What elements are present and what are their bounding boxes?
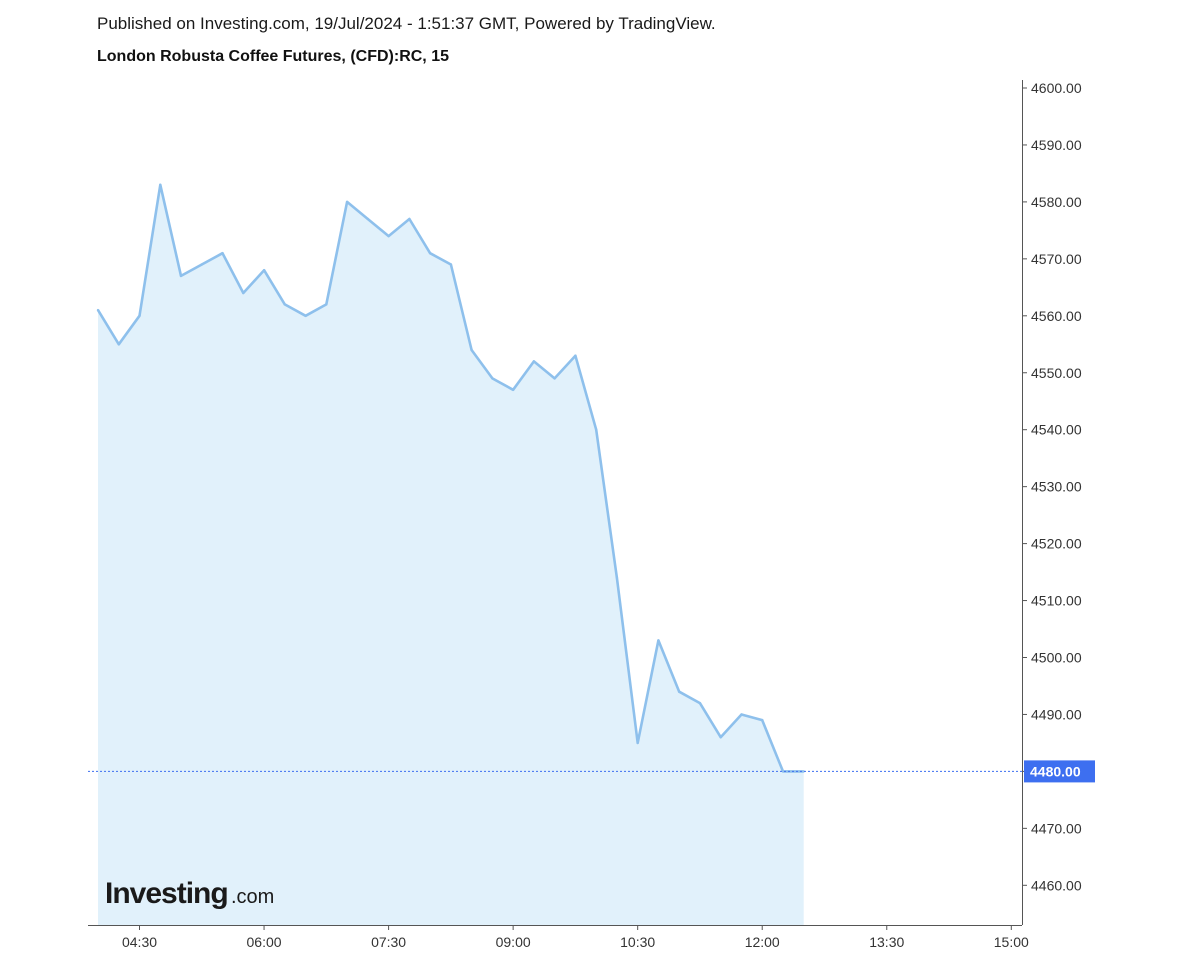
data-point-19: [491, 377, 494, 380]
y-tick-label: 4590.00: [1031, 137, 1082, 153]
data-point-25: [615, 576, 619, 579]
published-note: Published on Investing.com, 19/Jul/2024 …: [97, 14, 716, 33]
y-tick-label: 4470.00: [1031, 820, 1082, 836]
data-point-14: [387, 234, 390, 238]
logo-wordmark: Investing: [105, 877, 228, 910]
data-point-0: [96, 308, 100, 312]
y-tick-label: 4520.00: [1031, 536, 1082, 552]
y-tick-label: 4570.00: [1031, 251, 1082, 267]
data-point-6: [221, 252, 224, 255]
x-tick-label: 04:30: [122, 934, 157, 950]
y-tick-label: 4600.00: [1031, 80, 1082, 96]
data-point-34: [802, 770, 805, 773]
x-tick-label: 06:00: [247, 934, 282, 950]
data-point-2: [138, 314, 141, 317]
data-point-1: [117, 343, 121, 346]
data-point-23: [574, 354, 577, 357]
investing-logo: Investing .com: [105, 877, 274, 910]
data-point-18: [470, 348, 473, 352]
data-point-21: [532, 360, 536, 363]
y-tick-label: 4500.00: [1031, 650, 1082, 666]
data-point-13: [366, 217, 369, 221]
data-point-33: [781, 770, 785, 773]
data-point-27: [657, 639, 660, 642]
last-price-label: 4480.00: [1030, 763, 1081, 779]
data-point-26: [636, 741, 639, 745]
y-tick-label: 4560.00: [1031, 308, 1082, 324]
y-tick-label: 4530.00: [1031, 479, 1082, 495]
data-point-29: [698, 701, 702, 705]
data-point-4: [179, 274, 183, 278]
data-point-9: [283, 303, 286, 306]
y-axis[interactable]: 4460.00 4470.00 4490.00 4500.00 4510.00 4520.…: [1022, 80, 1082, 893]
price-area: [98, 184, 804, 926]
data-point-28: [678, 690, 681, 693]
data-point-10: [304, 314, 307, 317]
data-point-11: [325, 303, 328, 306]
last-price-layer: 4480.00: [88, 760, 1095, 783]
x-tick-label: 15:00: [994, 934, 1029, 950]
data-point-20: [511, 388, 515, 391]
data-point-24: [595, 428, 598, 431]
x-tick-label: 10:30: [620, 934, 655, 950]
x-tick-label: 12:00: [745, 934, 780, 950]
data-point-17: [449, 263, 453, 266]
x-tick-label: 13:30: [869, 934, 904, 950]
axis-layer: [88, 80, 1023, 926]
data-point-7: [242, 291, 245, 295]
data-point-30: [719, 736, 722, 739]
x-tick-label: 07:30: [371, 934, 406, 950]
data-point-8: [262, 269, 266, 272]
data-point-32: [761, 718, 764, 722]
y-tick-label: 4550.00: [1031, 365, 1082, 381]
data-point-31: [740, 713, 743, 716]
y-tick-label: 4580.00: [1031, 194, 1082, 210]
chart-title: London Robusta Coffee Futures, (CFD):RC,…: [97, 48, 449, 65]
x-tick-label: 09:00: [496, 934, 531, 950]
y-tick-label: 4490.00: [1031, 706, 1082, 722]
data-point-12: [345, 200, 349, 204]
last-price-badge: [1024, 760, 1095, 783]
data-point-15: [408, 217, 411, 221]
y-tick-label: 4460.00: [1031, 877, 1082, 893]
x-axis: 04:30 06:00 07:30 09:00 10:30 12:00 13:30 15:00: [122, 925, 1029, 950]
logo-suffix: .com: [231, 886, 274, 908]
area-layer: [98, 184, 804, 926]
data-point-5: [200, 263, 203, 266]
line-layer: [96, 183, 805, 773]
y-tick-label: 4540.00: [1031, 422, 1082, 438]
data-point-3: [159, 183, 162, 186]
data-point-16: [428, 252, 432, 255]
y-tick-label: 4510.00: [1031, 593, 1082, 609]
data-point-22: [553, 377, 556, 380]
